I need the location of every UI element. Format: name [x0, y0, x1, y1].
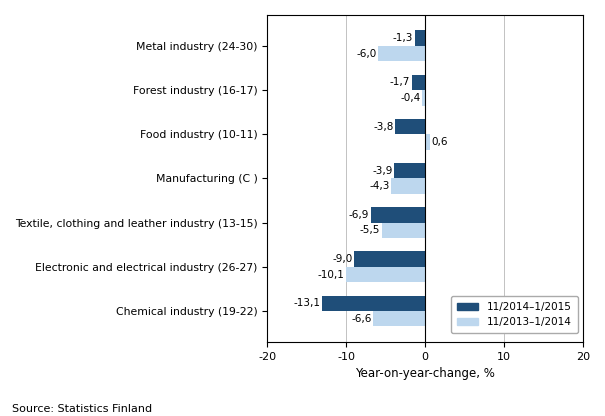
- Bar: [422, 90, 425, 106]
- Bar: [371, 207, 425, 223]
- Text: -4,3: -4,3: [369, 181, 390, 191]
- Bar: [322, 295, 425, 311]
- Bar: [415, 30, 425, 46]
- Text: 0,6: 0,6: [431, 137, 448, 147]
- Bar: [412, 74, 425, 90]
- X-axis label: Year-on-year-change, %: Year-on-year-change, %: [355, 367, 495, 380]
- Text: -10,1: -10,1: [317, 270, 344, 280]
- Bar: [345, 267, 425, 282]
- Bar: [354, 251, 425, 267]
- Bar: [425, 134, 430, 150]
- Text: -3,8: -3,8: [373, 121, 394, 131]
- Bar: [391, 178, 425, 194]
- Text: -0,4: -0,4: [401, 93, 420, 103]
- Text: -6,6: -6,6: [351, 314, 371, 324]
- Bar: [394, 163, 425, 178]
- Text: -9,0: -9,0: [332, 254, 353, 264]
- Text: -3,9: -3,9: [373, 166, 393, 176]
- Legend: 11/2014–1/2015, 11/2013–1/2014: 11/2014–1/2015, 11/2013–1/2014: [451, 296, 578, 334]
- Bar: [378, 46, 425, 62]
- Bar: [373, 311, 425, 327]
- Text: -6,0: -6,0: [356, 49, 376, 59]
- Text: -6,9: -6,9: [349, 210, 369, 220]
- Bar: [382, 223, 425, 238]
- Bar: [395, 119, 425, 134]
- Text: -1,3: -1,3: [393, 33, 413, 43]
- Text: -5,5: -5,5: [360, 225, 381, 235]
- Text: -13,1: -13,1: [293, 298, 320, 308]
- Text: Source: Statistics Finland: Source: Statistics Finland: [12, 404, 152, 414]
- Text: -1,7: -1,7: [390, 77, 410, 87]
